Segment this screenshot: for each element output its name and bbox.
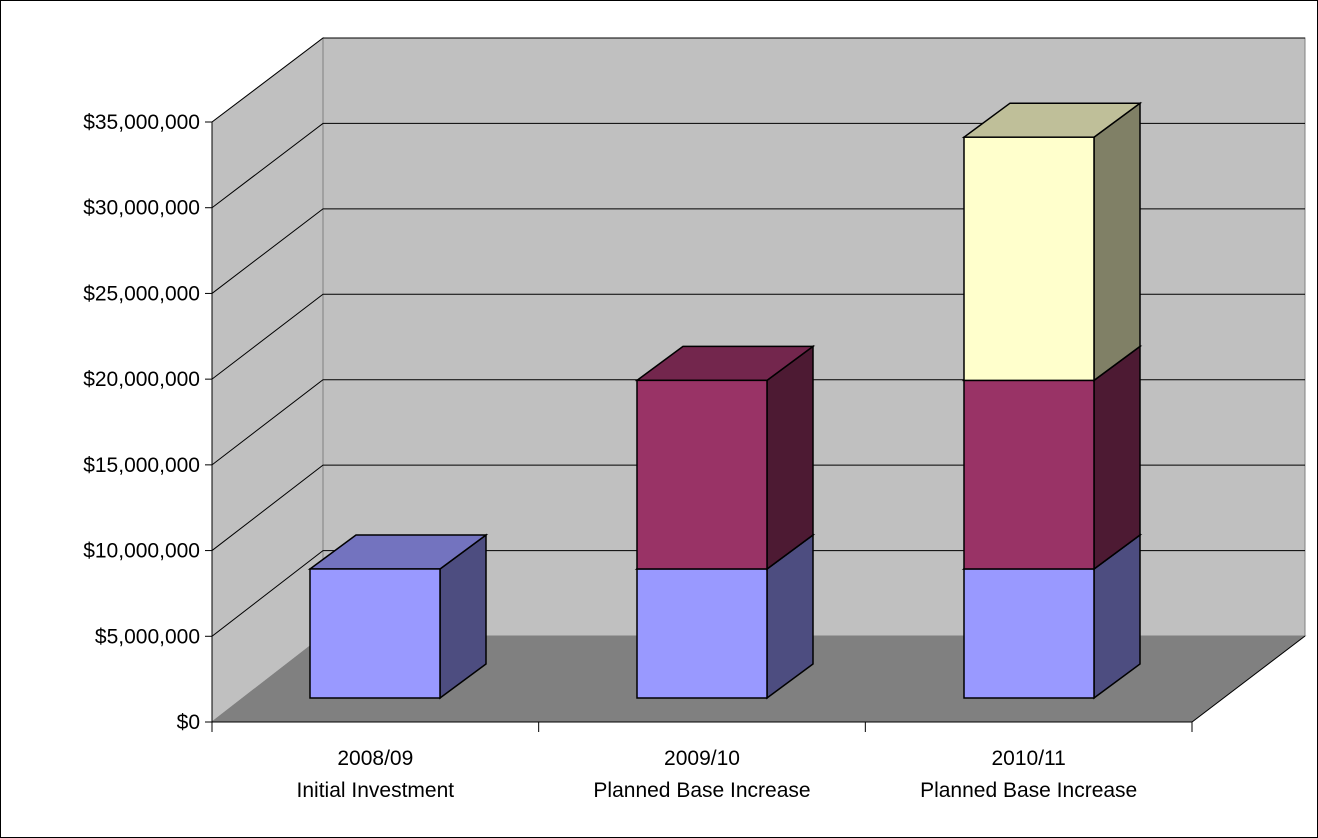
bar-front-face [963,568,1095,699]
bar-side-face [1093,344,1141,571]
gridline [211,37,1305,123]
bar-front-face [636,379,768,570]
bar-segment [961,101,1143,382]
gridline [211,122,1305,209]
y-tick-label: $15,000,000 [83,454,200,477]
floor-edge-line [1191,635,1306,723]
x-category-label-line: 2008/09 [337,747,413,770]
x-category-label-line: 2009/10 [664,747,740,770]
x-category-label: 2010/11 Planned Base Increase [920,747,1137,802]
bars [307,101,1143,700]
y-tick-label: $10,000,000 [83,540,200,563]
y-tick-label: $35,000,000 [83,111,200,134]
bar-front-face [963,379,1095,570]
bar-front-face [636,568,768,699]
side-wall [211,36,324,724]
y-tick-label: $30,000,000 [83,197,200,220]
bar-side-face [766,344,814,571]
y-tick-label: $25,000,000 [83,282,200,305]
x-category-label: 2008/09 Initial Investment [297,747,455,802]
x-category-label-line: Initial Investment [297,779,455,802]
y-tick-label: $20,000,000 [83,368,200,391]
x-category-label: 2009/10 Planned Base Increase [593,747,810,802]
axis-labels: $0 $5,000,000 $10,000,000 $15,000,000 $20,00… [83,111,1137,802]
x-category-label-line: Planned Base Increase [593,779,810,802]
bar-front-face [963,136,1095,382]
bar-front-face [309,568,441,699]
bar-segment [307,533,489,700]
bar-side-face [1093,101,1141,382]
axes [205,121,1306,732]
x-category-label-line: 2010/11 [991,747,1065,770]
y-tick-label: $0 [177,711,200,734]
bar-segment [634,344,816,571]
x-category-label-line: Planned Base Increase [920,779,1137,802]
y-tick-label: $5,000,000 [95,625,200,648]
